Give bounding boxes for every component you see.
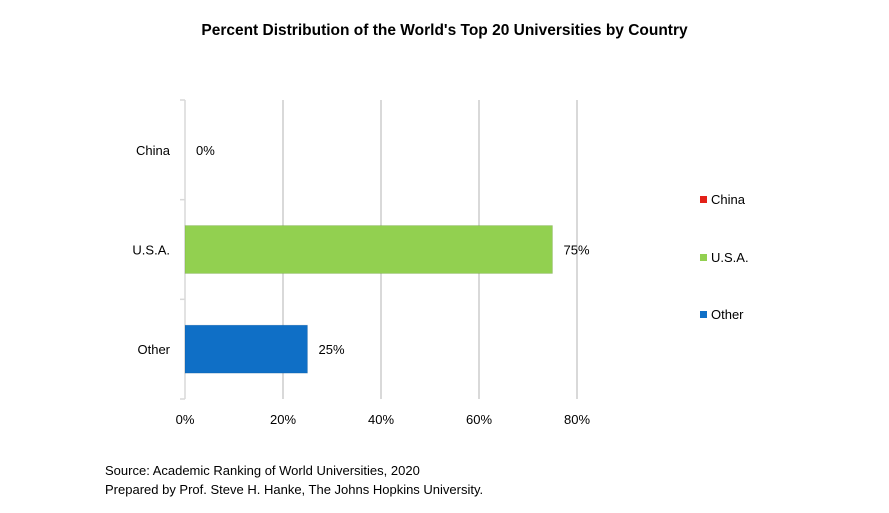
category-label-china: China xyxy=(136,143,171,158)
data-labels: 0% 75% 25% xyxy=(196,143,590,357)
x-tick-labels: 0% 20% 40% 60% 80% xyxy=(176,412,591,427)
legend-item-other: Other xyxy=(700,307,744,322)
prepared-by-line: Prepared by Prof. Steve H. Hanke, The Jo… xyxy=(105,482,484,497)
legend-swatch-usa xyxy=(700,254,707,261)
category-labels: China U.S.A. Other xyxy=(132,143,170,357)
source-line: Source: Academic Ranking of World Univer… xyxy=(105,463,420,478)
x-tick-label-20: 20% xyxy=(270,412,296,427)
source-note: Source: Academic Ranking of World Univer… xyxy=(105,461,483,499)
data-label-u-s-a: 75% xyxy=(564,243,590,258)
bar-other xyxy=(184,324,308,374)
chart-title: Percent Distribution of the World's Top … xyxy=(201,22,688,39)
x-tick-label-0: 0% xyxy=(176,412,195,427)
category-label-other: Other xyxy=(137,342,170,357)
legend-label-other: Other xyxy=(711,307,744,322)
x-tick-label-40: 40% xyxy=(368,412,394,427)
data-label-china: 0% xyxy=(196,143,215,158)
legend-swatch-china xyxy=(700,196,707,203)
category-label-u-s-a: U.S.A. xyxy=(132,243,170,258)
x-tick-label-60: 60% xyxy=(466,412,492,427)
legend-label-usa: U.S.A. xyxy=(711,250,749,265)
category-axis xyxy=(180,99,186,400)
bars xyxy=(184,225,553,374)
legend-item-usa: U.S.A. xyxy=(700,250,749,265)
legend-swatch-other xyxy=(700,311,707,318)
bar-u-s-a xyxy=(184,225,553,274)
x-tick-label-80: 80% xyxy=(564,412,590,427)
legend-label-china: China xyxy=(711,192,745,207)
legend-item-china: China xyxy=(700,192,745,207)
data-label-other: 25% xyxy=(319,342,345,357)
